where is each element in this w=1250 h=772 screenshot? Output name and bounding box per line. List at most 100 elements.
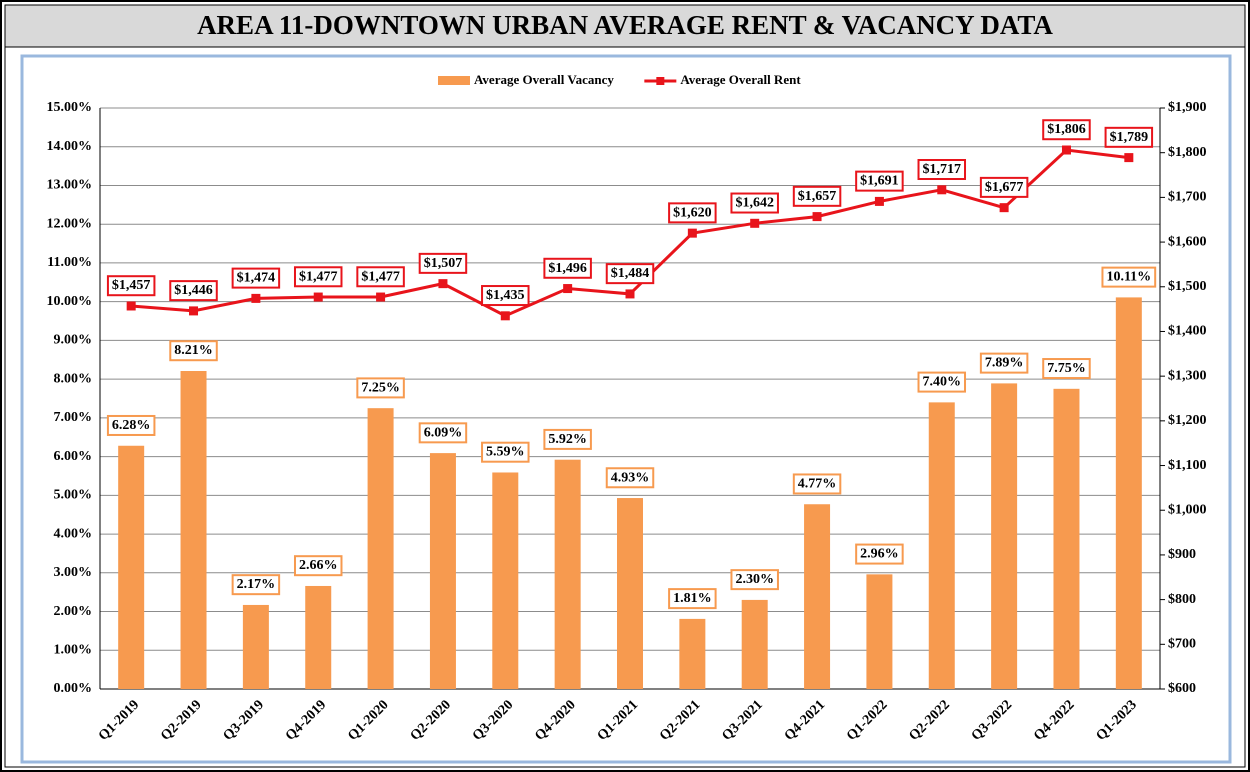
data-label: $1,806 bbox=[1047, 122, 1086, 137]
data-label: $1,457 bbox=[112, 278, 151, 293]
y2-tick-label: $900 bbox=[1168, 547, 1196, 562]
data-label: 7.89% bbox=[985, 356, 1024, 371]
data-label: $1,474 bbox=[237, 271, 276, 286]
bar bbox=[492, 472, 519, 689]
marker bbox=[999, 203, 1009, 213]
y2-tick-label: $1,400 bbox=[1168, 324, 1207, 339]
y-tick-label: 5.00% bbox=[54, 488, 93, 503]
y2-tick-label: $1,300 bbox=[1168, 368, 1207, 383]
data-label: 7.25% bbox=[361, 380, 400, 395]
data-label-box bbox=[668, 202, 717, 224]
data-label: 5.59% bbox=[486, 445, 525, 460]
data-label: $1,677 bbox=[985, 180, 1024, 195]
bar bbox=[242, 604, 269, 689]
data-label: 1.81% bbox=[673, 591, 712, 606]
bar bbox=[991, 383, 1018, 689]
data-label-box bbox=[231, 267, 281, 289]
y-tick-label: 15.00% bbox=[47, 100, 93, 115]
data-label-box bbox=[418, 252, 468, 274]
marker bbox=[812, 212, 822, 222]
data-label-box bbox=[792, 185, 842, 207]
data-label: 2.17% bbox=[237, 577, 276, 592]
bar bbox=[429, 453, 456, 689]
data-label-box bbox=[481, 441, 530, 463]
data-label: 7.75% bbox=[1047, 361, 1086, 376]
data-label: 4.77% bbox=[798, 476, 837, 491]
y2-tick-label: $800 bbox=[1168, 592, 1196, 607]
data-label-box bbox=[356, 266, 405, 288]
marker bbox=[126, 301, 136, 311]
data-label: 5.92% bbox=[548, 432, 587, 447]
data-label: $1,477 bbox=[299, 269, 338, 284]
data-label-box bbox=[1042, 119, 1091, 141]
data-label: 2.66% bbox=[299, 558, 338, 573]
marker bbox=[189, 306, 199, 316]
data-label-box bbox=[106, 414, 156, 436]
bar bbox=[741, 599, 768, 689]
marker bbox=[563, 284, 573, 294]
bar bbox=[928, 402, 955, 689]
data-label: $1,642 bbox=[735, 196, 774, 211]
data-label: 8.21% bbox=[174, 343, 213, 358]
data-label-box bbox=[979, 352, 1029, 374]
title-bar bbox=[4, 4, 1246, 48]
bar bbox=[305, 585, 332, 689]
y-tick-label: 8.00% bbox=[54, 371, 93, 386]
y-tick-label: 1.00% bbox=[54, 642, 93, 657]
data-label-box bbox=[730, 192, 779, 214]
marker bbox=[376, 292, 386, 302]
bar bbox=[554, 459, 581, 689]
data-label-box bbox=[792, 473, 842, 495]
bar bbox=[180, 370, 207, 689]
data-label-box bbox=[605, 467, 655, 489]
data-label: $1,717 bbox=[923, 162, 962, 177]
y-tick-label: 4.00% bbox=[54, 526, 93, 541]
y2-tick-label: $1,600 bbox=[1168, 234, 1207, 249]
data-label-box bbox=[481, 285, 530, 307]
data-label: 10.11% bbox=[1106, 270, 1151, 285]
data-label-box bbox=[917, 371, 967, 393]
data-label: 2.96% bbox=[860, 547, 899, 562]
bar bbox=[804, 504, 831, 689]
data-label-box bbox=[543, 257, 592, 279]
data-label: 7.40% bbox=[923, 375, 962, 390]
data-label-box bbox=[169, 340, 218, 362]
bar bbox=[679, 618, 706, 689]
data-label-box bbox=[1104, 126, 1154, 148]
y2-tick-label: $1,100 bbox=[1168, 458, 1207, 473]
bar bbox=[1053, 388, 1080, 689]
bar bbox=[617, 498, 643, 689]
data-label: $1,620 bbox=[673, 205, 712, 220]
y-tick-label: 7.00% bbox=[54, 410, 93, 425]
marker bbox=[687, 228, 697, 238]
legend-swatch bbox=[438, 76, 470, 85]
data-label-box bbox=[356, 377, 405, 399]
legend-swatch bbox=[656, 77, 665, 85]
y2-tick-label: $1,200 bbox=[1168, 413, 1207, 428]
data-label-box bbox=[169, 280, 218, 302]
data-label: $1,507 bbox=[424, 256, 463, 271]
data-label: 4.93% bbox=[611, 470, 650, 485]
legend-label: Average Overall Vacancy bbox=[474, 72, 614, 87]
y-tick-label: 3.00% bbox=[54, 565, 93, 580]
data-label-box bbox=[979, 176, 1029, 198]
y2-tick-label: $1,700 bbox=[1168, 190, 1207, 205]
data-label: $1,657 bbox=[798, 189, 837, 204]
marker bbox=[313, 292, 323, 302]
y2-tick-label: $1,000 bbox=[1168, 502, 1207, 517]
data-label-box bbox=[543, 428, 592, 450]
data-label-box bbox=[1101, 266, 1157, 288]
data-label: $1,691 bbox=[860, 174, 899, 189]
y-tick-label: 12.00% bbox=[47, 216, 93, 231]
data-label-box bbox=[605, 263, 655, 285]
y-tick-label: 2.00% bbox=[54, 604, 93, 619]
marker bbox=[750, 218, 760, 228]
data-label-box bbox=[917, 159, 967, 181]
y-tick-label: 6.00% bbox=[54, 449, 93, 464]
data-label: 2.30% bbox=[735, 572, 774, 587]
data-label-box bbox=[293, 266, 343, 288]
marker bbox=[874, 196, 884, 206]
data-label-box bbox=[1042, 358, 1091, 380]
data-label: 6.09% bbox=[424, 425, 463, 440]
marker bbox=[438, 279, 448, 289]
